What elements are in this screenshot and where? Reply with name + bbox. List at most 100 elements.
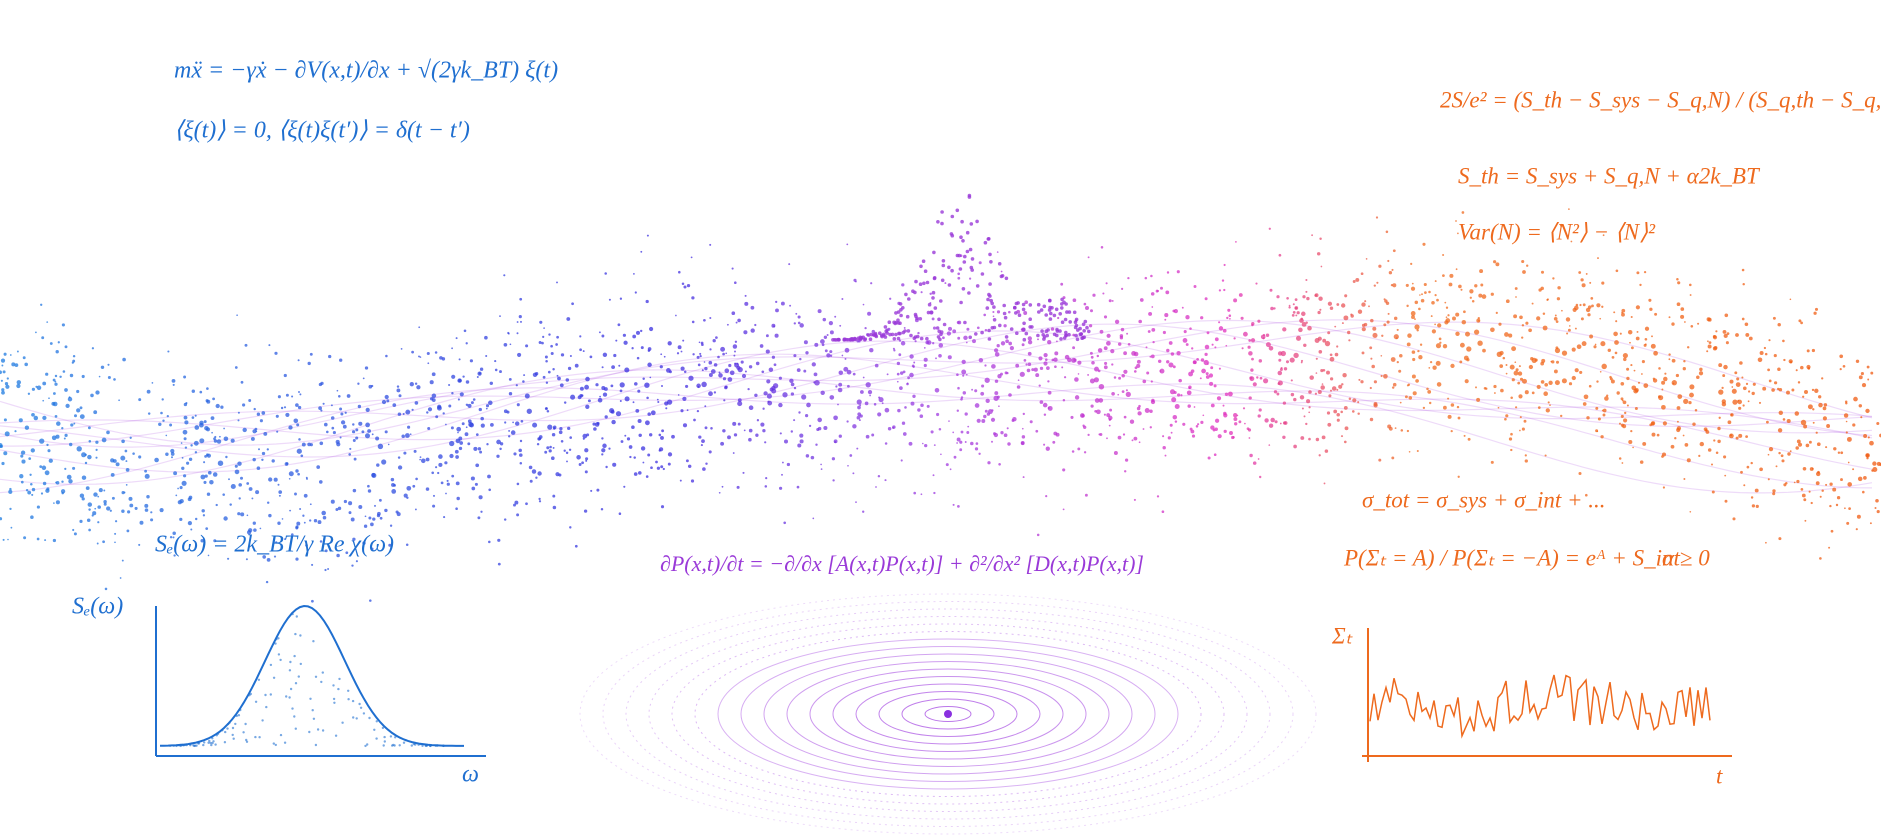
particle: [1434, 280, 1437, 283]
particle: [1791, 388, 1795, 392]
particle: [355, 560, 358, 563]
particle: [400, 348, 403, 350]
particle: [1016, 385, 1021, 389]
particle: [1408, 396, 1413, 400]
particle: [1743, 484, 1746, 487]
particle: [1570, 240, 1573, 243]
particle: [365, 407, 370, 412]
particle: [1259, 376, 1263, 380]
particle: [1105, 282, 1108, 285]
particle: [981, 419, 986, 423]
particle: [781, 461, 784, 464]
particle: [404, 739, 407, 742]
particle: [215, 503, 218, 507]
particle: [1626, 367, 1630, 371]
particle: [585, 459, 588, 462]
particle: [1246, 427, 1250, 431]
particle: [1138, 441, 1141, 444]
particle: [0, 444, 3, 449]
particle: [793, 322, 796, 325]
particle: [454, 449, 459, 454]
particle: [1616, 391, 1620, 395]
particle: [1855, 528, 1858, 531]
particle: [1210, 425, 1215, 430]
particle: [805, 351, 809, 355]
particle: [1162, 435, 1165, 438]
particle: [1207, 456, 1211, 460]
particle: [274, 642, 277, 645]
particle: [1521, 259, 1525, 264]
particle: [1008, 341, 1013, 346]
particle: [585, 376, 590, 382]
particle: [383, 735, 386, 739]
particle: [1808, 490, 1811, 493]
particle: [833, 439, 838, 444]
particle: [1531, 302, 1534, 305]
particle: [1689, 294, 1692, 296]
particle: [1394, 427, 1397, 429]
particle: [7, 538, 9, 541]
particle: [1, 390, 5, 395]
particle: [984, 364, 987, 367]
curve: [159, 604, 464, 747]
particle: [771, 388, 777, 394]
particle: [1361, 323, 1366, 328]
particle: [600, 507, 604, 511]
particle: [1129, 419, 1135, 424]
particle: [437, 471, 440, 475]
particle: [1677, 281, 1681, 285]
particle: [656, 398, 659, 401]
particle: [1442, 344, 1448, 349]
orbit: [579, 593, 1317, 835]
particle: [1745, 332, 1750, 337]
particle: [1807, 404, 1813, 410]
particle: [1036, 333, 1040, 338]
particle: [831, 338, 835, 342]
particle: [1093, 377, 1099, 383]
particle: [1540, 361, 1545, 366]
particle: [1133, 436, 1138, 441]
particle: [448, 404, 452, 408]
particle: [1046, 366, 1050, 370]
particle: [987, 237, 991, 241]
particle: [1741, 376, 1744, 379]
particle: [125, 460, 128, 463]
particle: [1301, 407, 1304, 410]
particle: [1298, 327, 1303, 333]
particle: [1250, 368, 1254, 372]
particle: [1846, 436, 1852, 442]
particle: [539, 320, 543, 324]
particle: [1077, 373, 1080, 375]
particle: [1047, 340, 1052, 345]
particle: [311, 563, 314, 566]
particle: [724, 385, 728, 390]
particle: [127, 510, 131, 514]
particle: [1060, 282, 1064, 286]
particle: [857, 412, 862, 417]
particle: [1187, 404, 1191, 408]
particle: [355, 428, 359, 432]
particle: [817, 426, 822, 431]
particle: [961, 287, 966, 291]
particle: [1477, 316, 1480, 320]
particle: [95, 390, 100, 395]
particle: [849, 454, 853, 457]
particle: [382, 744, 385, 747]
particle: [1388, 271, 1393, 275]
particle: [975, 442, 979, 445]
particle: [291, 707, 294, 710]
particle: [1794, 411, 1800, 416]
particle: [1787, 452, 1791, 456]
particle: [1840, 451, 1844, 455]
particle: [402, 741, 406, 744]
particle: [231, 733, 234, 737]
particle: [31, 493, 34, 496]
particle: [939, 332, 943, 337]
particle: [1137, 411, 1142, 416]
particle: [439, 356, 443, 360]
particle: [285, 393, 289, 397]
particle: [364, 515, 367, 518]
particle: [458, 358, 461, 361]
particle: [1164, 454, 1167, 457]
particle: [841, 354, 844, 357]
